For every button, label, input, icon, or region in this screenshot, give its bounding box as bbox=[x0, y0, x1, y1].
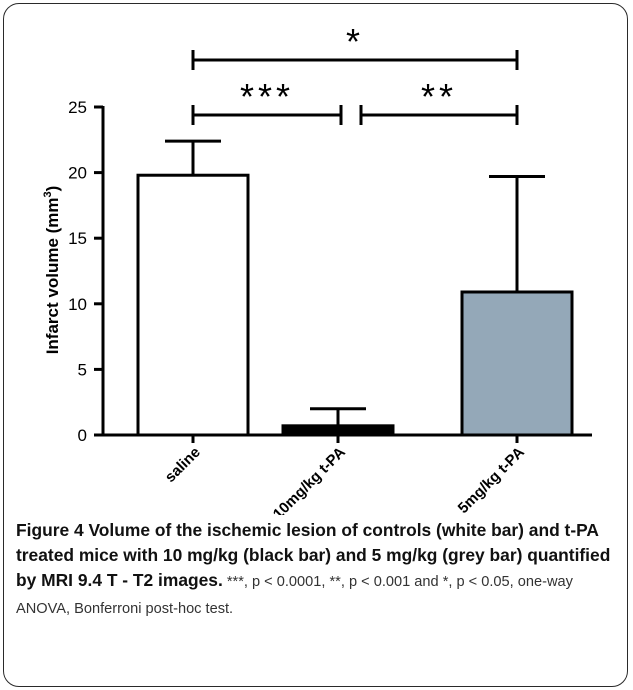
y-tick-label: 20 bbox=[68, 164, 87, 183]
x-tick-label: saline bbox=[162, 444, 204, 486]
y-axis-label: Infarct volume (mm3) bbox=[42, 186, 62, 355]
significance-layer: **** ** bbox=[191, 21, 519, 125]
y-axis-label-sup: 3 bbox=[42, 191, 54, 197]
caption-body: ***, p < 0.0001, **, p < 0.001 and *, p … bbox=[16, 574, 573, 617]
y-tick-label: 15 bbox=[68, 229, 87, 248]
x-tick-label: 5mg/kg t-PA bbox=[455, 444, 528, 515]
figure-caption: Figure 4 Volume of the ischemic lesion o… bbox=[16, 518, 616, 622]
y-tick-label: 5 bbox=[78, 360, 87, 379]
y-axis-label-close: ) bbox=[43, 186, 62, 192]
y-tick-label: 10 bbox=[68, 295, 87, 314]
bar bbox=[136, 173, 250, 437]
y-tick-label: 0 bbox=[78, 426, 87, 445]
significance-label: ** bbox=[421, 76, 457, 117]
significance-label: * bbox=[346, 21, 364, 62]
x-tick-label: 10mg/kg t-PA bbox=[270, 444, 349, 515]
caption-title: Figure 4 Volume of the ischemic lesion o… bbox=[16, 520, 611, 590]
bars-layer bbox=[136, 139, 574, 437]
significance-label: *** bbox=[240, 76, 294, 117]
y-axis-label-main: Infarct volume (mm bbox=[43, 197, 62, 354]
y-tick-label: 25 bbox=[68, 98, 87, 117]
bar bbox=[460, 290, 574, 437]
